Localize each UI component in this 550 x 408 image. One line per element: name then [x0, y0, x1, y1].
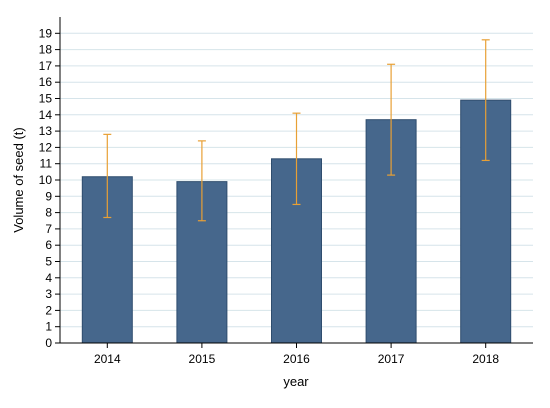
x-ticks: 2014 2015 2016 2017 2018 — [94, 343, 499, 366]
y-tick-label-8: 8 — [45, 206, 52, 220]
y-tick-label-4: 4 — [45, 271, 52, 285]
x-tick-label-2015: 2015 — [189, 352, 216, 366]
y-tick-label-6: 6 — [45, 238, 52, 252]
x-tick-label-2017: 2017 — [378, 352, 405, 366]
y-tick-label-18: 18 — [39, 43, 53, 57]
y-axis-title: Volume of seed (t) — [11, 127, 26, 233]
y-tick-label-10: 10 — [39, 173, 53, 187]
x-tick-label-2016: 2016 — [283, 352, 310, 366]
x-tick-label-2014: 2014 — [94, 352, 121, 366]
y-tick-label-1: 1 — [45, 320, 52, 334]
y-tick-label-0: 0 — [45, 336, 52, 350]
y-tick-label-12: 12 — [39, 140, 53, 154]
y-tick-label-7: 7 — [45, 222, 52, 236]
y-tick-label-14: 14 — [39, 108, 53, 122]
y-tick-label-13: 13 — [39, 124, 53, 138]
y-tick-label-5: 5 — [45, 255, 52, 269]
y-tick-label-17: 17 — [39, 59, 53, 73]
error-bars — [103, 39, 490, 222]
x-axis-title: year — [283, 374, 309, 389]
y-tick-label-19: 19 — [39, 26, 53, 40]
y-tick-label-16: 16 — [39, 75, 53, 89]
y-tick-label-9: 9 — [45, 189, 52, 203]
y-tick-label-2: 2 — [45, 303, 52, 317]
y-tick-label-3: 3 — [45, 287, 52, 301]
y-tick-label-11: 11 — [40, 157, 53, 171]
x-tick-label-2018: 2018 — [472, 352, 499, 366]
y-tick-label-15: 15 — [39, 92, 53, 106]
